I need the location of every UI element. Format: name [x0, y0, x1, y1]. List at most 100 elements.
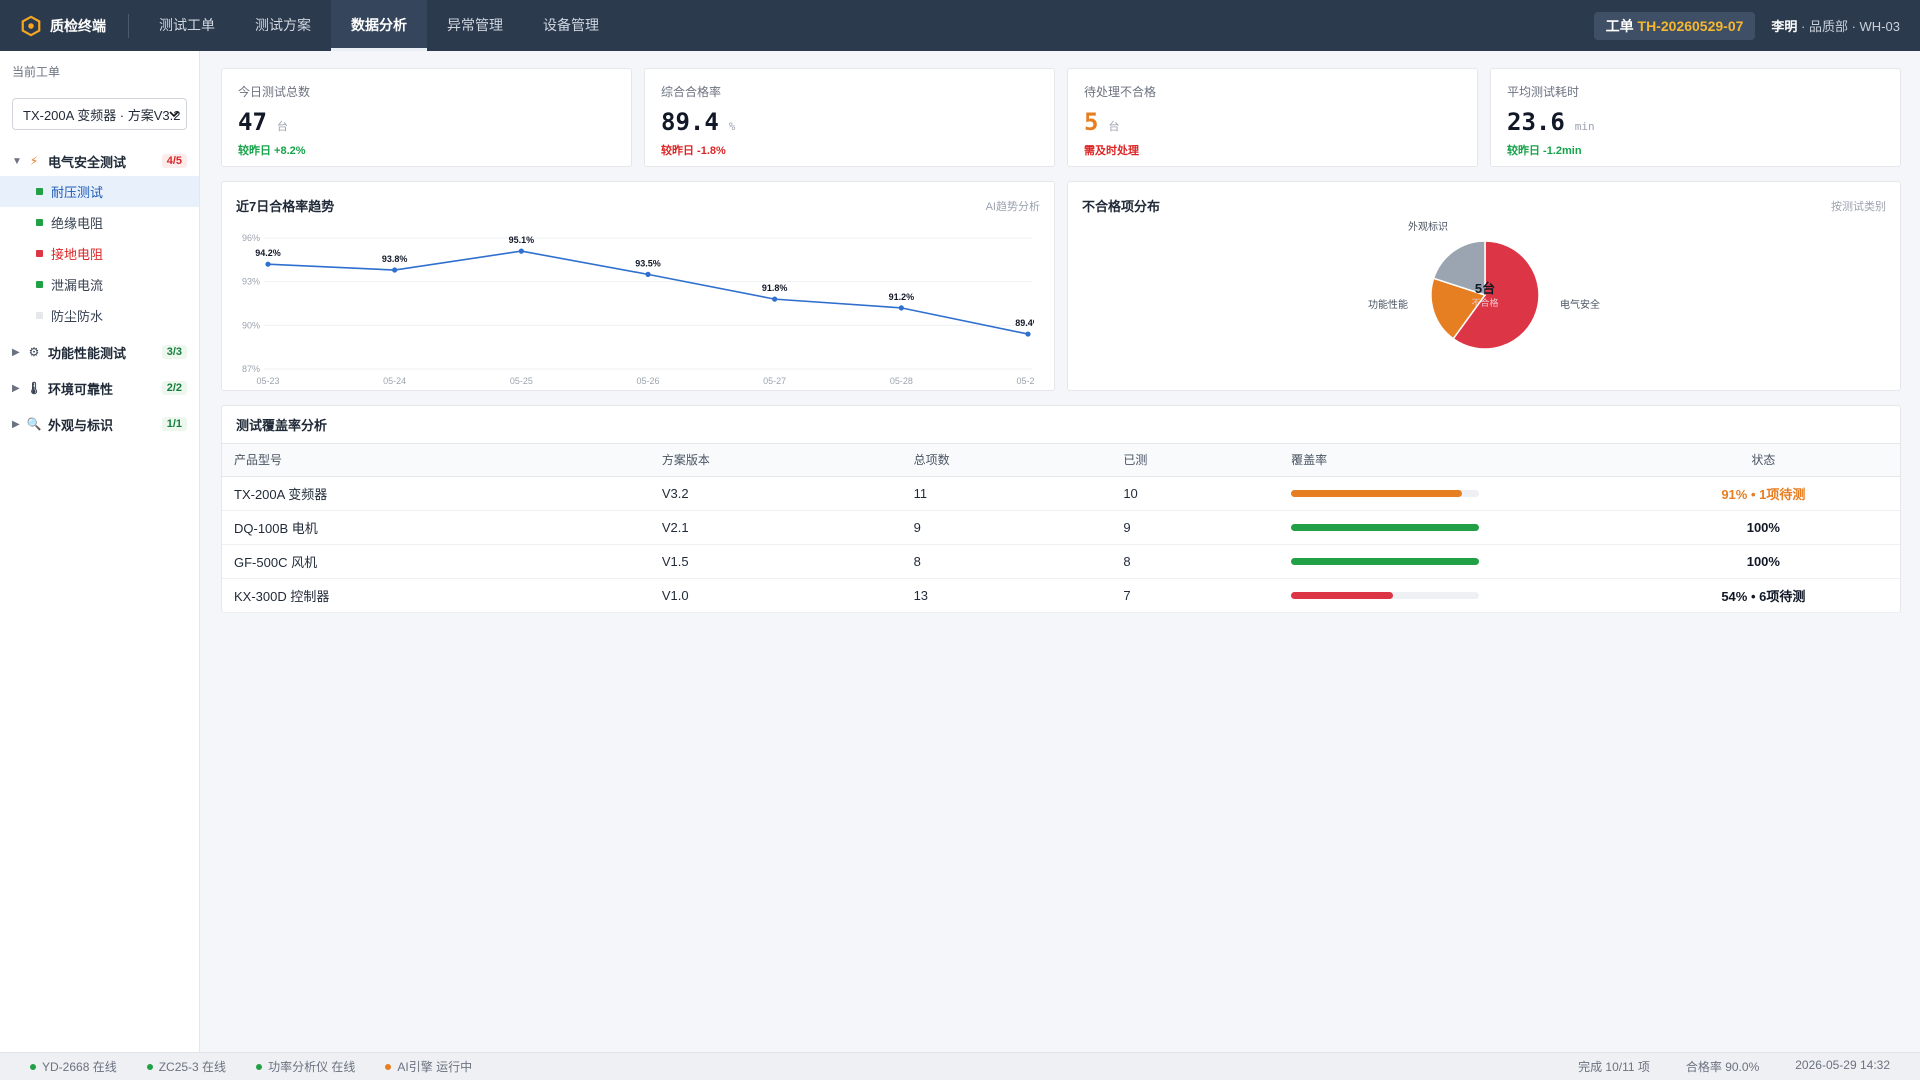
kpi-label: 待处理不合格 [1084, 85, 1157, 99]
kpi-card-3[interactable]: 平均测试耗时 23.6 min 较昨日 -1.2min [1490, 68, 1901, 167]
trend-point[interactable] [265, 261, 271, 267]
coverage-bar-fill [1291, 523, 1480, 531]
trend-data-label: 89.4% [1015, 318, 1034, 328]
trend-data-label: 94.2% [255, 248, 281, 258]
cell-done: 10 [1111, 476, 1280, 511]
cell-version: V1.0 [649, 578, 902, 613]
y-tick-label: 90% [242, 320, 260, 330]
column-header[interactable]: 总项数 [901, 444, 1112, 477]
trend-point[interactable] [772, 296, 778, 302]
nav-tab-0[interactable]: 测试工单 [159, 17, 215, 33]
x-tick-label: 05-28 [890, 376, 913, 386]
nav-tab-2[interactable]: 数据分析 [331, 0, 427, 51]
caret-right-icon[interactable]: ▶ [12, 382, 20, 394]
trend-data-label: 93.5% [635, 258, 661, 268]
tree-item-0-2[interactable]: 接地电阻 [0, 238, 199, 269]
coverage-bar-fill [1291, 591, 1393, 599]
pie-slice-label: 外观标识 [1408, 221, 1448, 233]
kpi-card-1[interactable]: 综合合格率 89.4% 较昨日 -1.8% [644, 68, 1055, 167]
y-tick-label: 96% [242, 233, 260, 243]
tree-group-0[interactable]: ▼ ⚡ 电气安全测试 4/5 [0, 146, 199, 176]
cell-total: 9 [901, 510, 1112, 545]
device-status-2[interactable]: 功率分析仪 在线 [256, 1058, 355, 1075]
device-status-1[interactable]: ZC25-3 在线 [146, 1058, 226, 1075]
pie-slice[interactable] [1452, 240, 1540, 350]
tree-item-0-0[interactable]: 耐压测试 [0, 176, 199, 207]
tree-group-1[interactable]: ▶ ⚙ 功能性能测试 3/3 [0, 337, 199, 367]
tree-item-0-4[interactable]: 防尘防水 [0, 300, 199, 331]
cell-version: V3.2 [649, 476, 902, 511]
main-content: 今日测试总数 47 台较昨日 +8.2% 综合合格率 89.4% 较昨日 -1.8% 待处理… [221, 68, 1901, 613]
caret-down-icon[interactable]: ▼ [12, 155, 22, 167]
tree-group-3[interactable]: ▶ 🔍 外观与标识 1/1 [0, 409, 199, 439]
trend-point[interactable] [1025, 331, 1031, 337]
table-row[interactable]: GF-500C 风机 V1.5 8 8 100% [222, 544, 1900, 579]
column-header[interactable]: 已测 [1111, 444, 1280, 477]
gear-icon: ⚙ [28, 345, 40, 359]
trend-title: 近7日合格率趋势 [236, 199, 335, 214]
nav-tab-4[interactable]: 设备管理 [543, 17, 599, 33]
kpi-label: 平均测试耗时 [1507, 85, 1580, 99]
trend-point[interactable] [392, 267, 398, 273]
defect-title: 不合格项分布 [1082, 199, 1161, 214]
tree-group-2[interactable]: ▶ 🌡 环境可靠性 2/2 [0, 373, 199, 403]
cell-version: V1.5 [649, 544, 902, 579]
nav-tab-1[interactable]: 测试方案 [255, 17, 311, 33]
pie-slice[interactable] [1430, 277, 1487, 340]
trend-point[interactable] [645, 271, 651, 277]
pie-slice-label: 电气安全 [1560, 298, 1600, 311]
coverage-table: 产品型号 方案版本 总项数 已测 覆盖率 状态 TX-200A 变频器 V3.2 11 10 91… [222, 444, 1900, 613]
column-header[interactable]: 状态 [1614, 444, 1900, 477]
kpi-row: 今日测试总数 47 台较昨日 +8.2% 综合合格率 89.4% 较昨日 -1.8% 待处理… [221, 68, 1901, 167]
trend-ai-link[interactable]: AI趋势分析 [985, 200, 1040, 213]
status-dot-icon [146, 1063, 153, 1070]
pie-slice[interactable] [1432, 240, 1486, 297]
kpi-delta: 较昨日 -1.8% [661, 145, 726, 157]
table-row[interactable]: DQ-100B 电机 V2.1 9 9 100% [222, 510, 1900, 545]
defect-category-link[interactable]: 按测试类别 [1831, 200, 1886, 213]
top-bar: 质检终端 测试工单 测试方案 数据分析 异常管理 设备管理 工单 TH-20260529… [0, 0, 1920, 51]
magnifier-icon: 🔍 [26, 417, 42, 431]
device-status-3[interactable]: AI引擎 运行中 [385, 1058, 472, 1075]
table-row[interactable]: KX-300D 控制器 V1.0 13 7 54% • 6项待测 [222, 578, 1900, 613]
device-status-0[interactable]: YD-2668 在线 [30, 1058, 117, 1075]
tree-item-label: 耐压测试 [51, 185, 104, 200]
tree-item-0-3[interactable]: 泄漏电流 [0, 269, 199, 300]
tree-group-count: 1/1 [161, 417, 187, 431]
x-tick-label: 05-23 [256, 376, 279, 386]
cell-model: KX-300D 控制器 [222, 578, 650, 613]
column-header[interactable]: 方案版本 [649, 444, 902, 477]
kpi-delta: 较昨日 -1.2min [1507, 145, 1582, 157]
cell-model: DQ-100B 电机 [222, 510, 650, 545]
tree-item-0-1[interactable]: 绝缘电阻 [0, 207, 199, 238]
test-tree: ▼ ⚡ 电气安全测试 4/5 耐压测试 绝缘电阻 接地电阻 泄漏电流 防尘防水 ▶ ⚙ 功能性能测试 3… [0, 146, 199, 445]
caret-right-icon[interactable]: ▶ [12, 418, 20, 430]
table-row[interactable]: TX-200A 变频器 V3.2 11 10 91% • 1项待测 [222, 476, 1900, 511]
defect-panel: 不合格项分布 按测试类别 电气安全 功能性能 外观标识 5台 不合格 [1067, 181, 1901, 391]
trend-point[interactable] [518, 248, 524, 254]
cell-done: 7 [1111, 578, 1280, 613]
trend-data-label: 95.1% [509, 235, 535, 245]
order-badge[interactable]: 工单 TH-20260529-07 [1593, 11, 1756, 40]
kpi-card-0[interactable]: 今日测试总数 47 台较昨日 +8.2% [221, 68, 632, 167]
trend-point[interactable] [898, 305, 904, 311]
kpi-value: 23.6 [1507, 108, 1565, 136]
status-dot-icon [36, 219, 43, 226]
status-dot-icon [36, 312, 43, 319]
progress-status: 完成 10/11 项 [1578, 1060, 1650, 1074]
status-bar: YD-2668 在线 ZC25-3 在线 功率分析仪 在线 AI引擎 运行中 完成 1… [0, 1052, 1920, 1080]
order-prefix: 工单 [1605, 17, 1634, 34]
tree-item-label: 泄漏电流 [51, 278, 104, 293]
lightning-icon: ⚡ [29, 154, 39, 168]
cell-status: 100% [1614, 544, 1900, 579]
user-info[interactable]: 李明 · 品质部 · WH-03 [1771, 16, 1900, 35]
app-logo[interactable]: 质检终端 [0, 15, 128, 37]
caret-right-icon[interactable]: ▶ [12, 346, 20, 358]
coverage-bar [1291, 557, 1480, 565]
column-header[interactable]: 覆盖率 [1279, 444, 1615, 477]
work-order-select[interactable]: TX-200A 变频器 · 方案V3.2 [12, 98, 187, 130]
nav-tab-3[interactable]: 异常管理 [447, 17, 503, 33]
kpi-card-2[interactable]: 待处理不合格 5 台需及时处理 [1067, 68, 1478, 167]
coverage-bar-fill [1291, 489, 1463, 497]
column-header[interactable]: 产品型号 [222, 444, 650, 477]
